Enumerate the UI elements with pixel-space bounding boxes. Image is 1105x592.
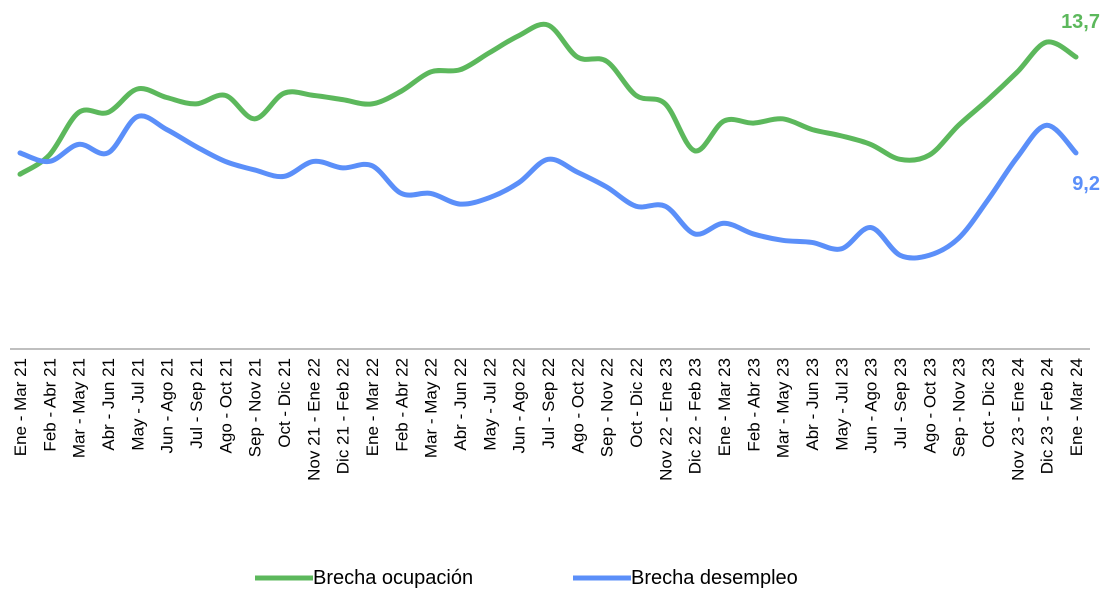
data-label: 9,2 (1072, 173, 1100, 195)
x-tick-label: Dic 21 - Feb 22 (334, 358, 353, 474)
x-tick-label: Ago - Oct 21 (216, 358, 235, 453)
x-tick-label: Jul - Sep 21 (187, 358, 206, 449)
x-tick-label: Ago - Oct 22 (568, 358, 587, 453)
legend-label: Brecha ocupación (313, 567, 473, 589)
x-tick-label: Nov 22 - Ene 23 (656, 358, 675, 481)
x-tick-label: Oct - Dic 23 (979, 358, 998, 448)
line (17, 21, 1079, 177)
x-tick-label: Ene - Mar 24 (1067, 358, 1086, 456)
x-tick-label: Jul - Sep 22 (539, 358, 558, 449)
x-tick-label: Jun - Ago 21 (158, 358, 177, 453)
x-tick-label: Feb - Abr 21 (40, 358, 59, 452)
x-tick-label: Mar - May 22 (422, 358, 441, 458)
x-tick-label: Dic 23 - Feb 24 (1038, 358, 1057, 474)
x-tick-label: Ago - Oct 23 (920, 358, 939, 453)
x-tick-label: Abr - Jun 21 (99, 358, 118, 451)
x-tick-label: Abr - Jun 23 (803, 358, 822, 451)
x-tick-label: Nov 21 - Ene 22 (304, 358, 323, 481)
legend-label: Brecha desempleo (631, 567, 798, 589)
data-label: 13,7 (1061, 11, 1100, 33)
x-tick-label: Nov 23 - Ene 24 (1008, 358, 1027, 481)
x-tick-label: May - Jul 22 (480, 358, 499, 451)
x-tick-label: Jun - Ago 22 (510, 358, 529, 453)
x-tick-label: Ene - Mar 21 (11, 358, 30, 456)
x-tick-label: Abr - Jun 22 (451, 358, 470, 451)
x-tick-label: Ene - Mar 22 (363, 358, 382, 456)
x-tick-label: May - Jul 21 (128, 358, 147, 451)
x-tick-label: Jul - Sep 23 (891, 358, 910, 449)
x-tick-label: Oct - Dic 21 (275, 358, 294, 448)
x-tick-label: Sep - Nov 22 (598, 358, 617, 457)
x-tick-label: Jun - Ago 23 (862, 358, 881, 453)
x-tick-label: Sep - Nov 21 (246, 358, 265, 457)
x-tick-label: Feb - Abr 23 (744, 358, 763, 452)
x-tick-label: Sep - Nov 23 (950, 358, 969, 457)
x-tick-label: Ene - Mar 23 (715, 358, 734, 456)
line (17, 113, 1079, 261)
x-tick-label: May - Jul 23 (832, 358, 851, 451)
x-tick-label: Dic 22 - Feb 23 (686, 358, 705, 474)
x-tick-label: Feb - Abr 22 (392, 358, 411, 452)
x-tick-label: Oct - Dic 22 (627, 358, 646, 448)
x-tick-label: Mar - May 21 (70, 358, 89, 458)
x-tick-label: Mar - May 23 (774, 358, 793, 458)
